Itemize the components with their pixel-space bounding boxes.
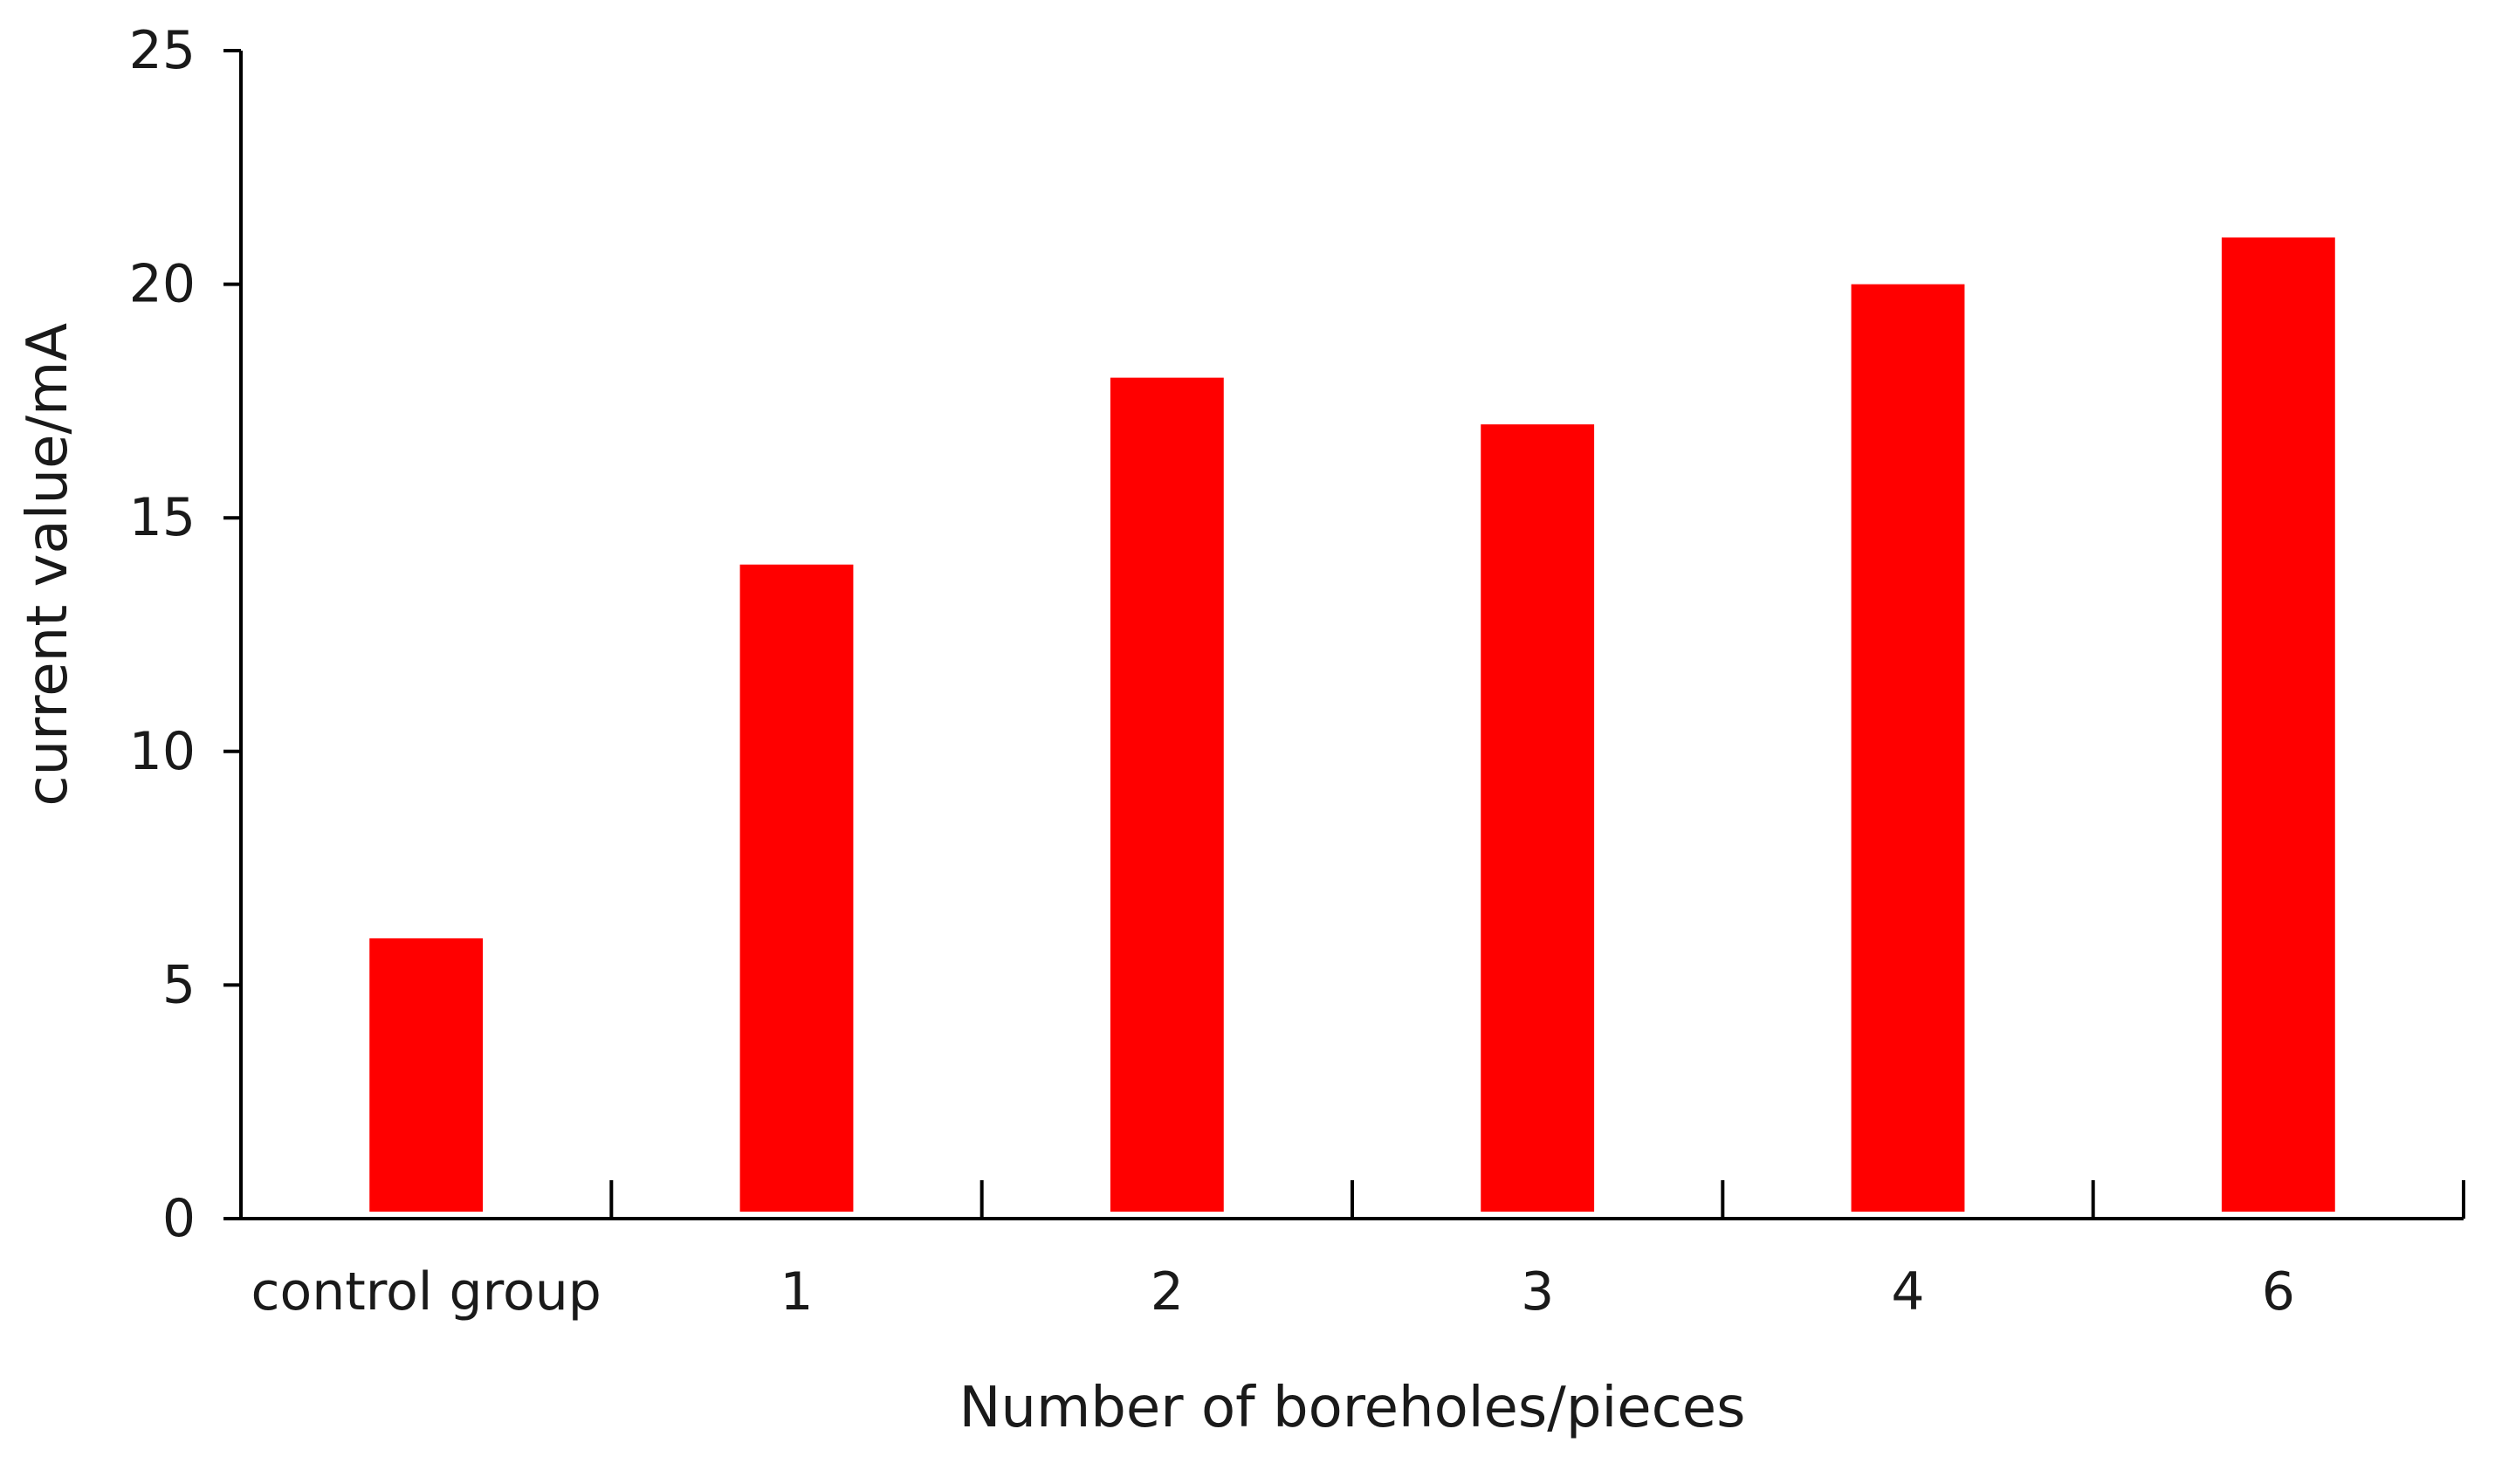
y-tick-label: 15 xyxy=(129,487,196,548)
y-axis-title: current value/mA xyxy=(16,323,80,807)
bar-4 xyxy=(1851,284,1965,1213)
x-tick-label: 4 xyxy=(1891,1261,1924,1323)
x-tick-label: control group xyxy=(251,1261,601,1323)
labels-layer: 0 5 10 15 20 25 control group 1 2 3 4 6 xyxy=(129,20,2295,1323)
x-tick-label: 2 xyxy=(1151,1261,1184,1323)
x-tick-label: 3 xyxy=(1521,1261,1554,1323)
bar-6 xyxy=(2221,237,2335,1213)
y-tick-label: 25 xyxy=(129,20,196,81)
y-tick-label: 10 xyxy=(129,721,196,782)
bar-1 xyxy=(739,564,854,1212)
y-tick-label: 0 xyxy=(162,1188,196,1249)
x-tick-label: 6 xyxy=(2262,1261,2295,1323)
x-tick-label: 1 xyxy=(780,1261,813,1323)
x-axis-title: Number of boreholes/pieces xyxy=(959,1376,1746,1440)
axes-layer xyxy=(223,49,2465,1220)
bars-layer xyxy=(369,237,2335,1213)
bar-control-group xyxy=(369,938,484,1212)
bar-2 xyxy=(1110,377,1224,1212)
y-tick-label: 5 xyxy=(162,954,196,1015)
bar-3 xyxy=(1481,424,1595,1212)
y-tick-label: 20 xyxy=(129,254,196,315)
